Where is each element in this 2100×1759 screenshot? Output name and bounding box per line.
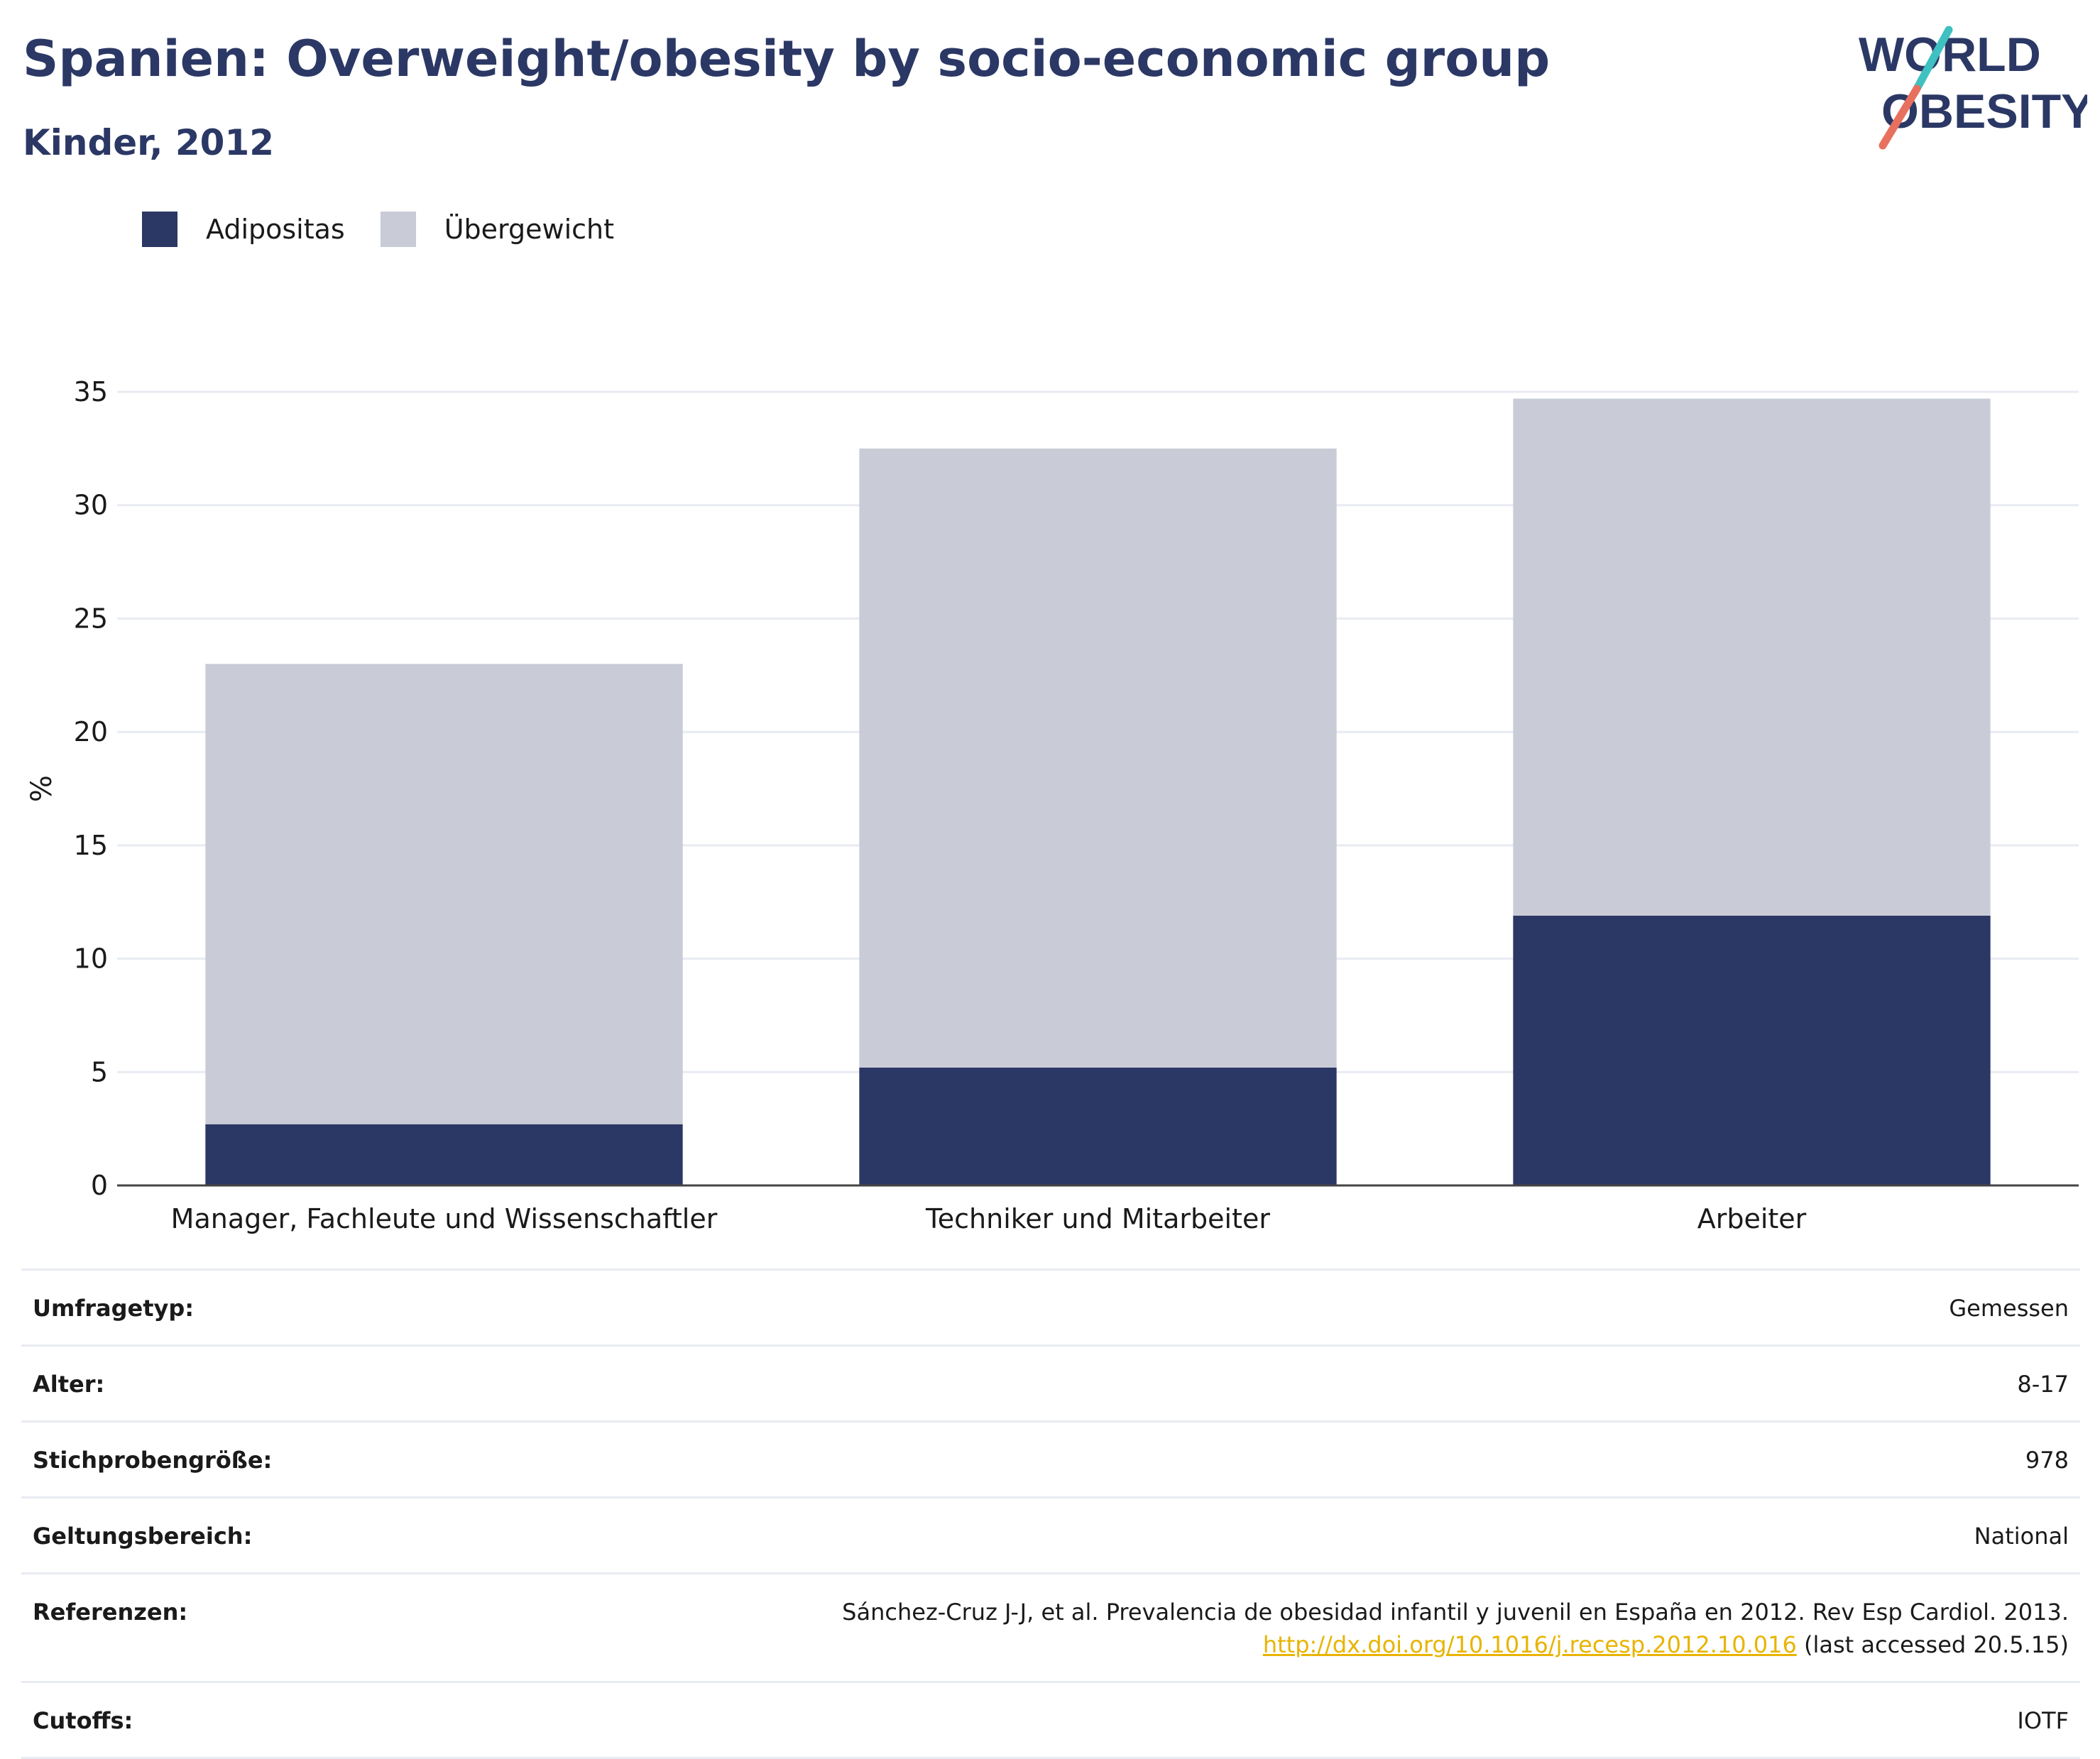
meta-label: Alter:: [33, 1371, 105, 1398]
meta-label: Geltungsbereich:: [33, 1523, 253, 1550]
x-tick-label: Techniker und Mitarbeiter: [925, 1203, 1270, 1234]
y-tick-label: 5: [91, 1056, 108, 1087]
y-axis-title: %: [26, 775, 58, 802]
bar-adipositas[interactable]: [205, 1124, 683, 1185]
meta-value: 8-17: [2017, 1371, 2069, 1398]
y-tick-label: 25: [74, 603, 108, 634]
legend-item-adipositas[interactable]: Adipositas: [142, 212, 345, 247]
legend-label-adipositas: Adipositas: [206, 214, 345, 245]
meta-label: Umfragetyp:: [33, 1295, 195, 1322]
bar-uebergewicht[interactable]: [205, 664, 683, 1124]
x-tick-label: Manager, Fachleute und Wissenschaftler: [171, 1203, 718, 1234]
survey-metadata-table: Umfragetyp: Gemessen Alter: 8-17 Stichpr…: [21, 1268, 2080, 1759]
meta-row-umfragetyp: Umfragetyp: Gemessen: [21, 1268, 2080, 1344]
svg-text:WORLD: WORLD: [1859, 28, 2041, 82]
bar-uebergewicht[interactable]: [1513, 398, 1991, 916]
legend-item-uebergewicht[interactable]: Übergewicht: [380, 212, 614, 247]
meta-value: National: [1974, 1523, 2069, 1550]
axes: 0 5 10 15 20 25 30 35% Manager, Fachleute und Wi…: [26, 376, 2079, 1234]
bar-chart: 0 5 10 15 20 25 30 35% Manager, Fachleute und Wi…: [26, 376, 2079, 1234]
y-tick-label: 20: [74, 716, 108, 747]
bar-adipositas[interactable]: [859, 1067, 1337, 1185]
meta-row-alter: Alter: 8-17: [21, 1344, 2080, 1420]
bar-adipositas[interactable]: [1513, 915, 1991, 1185]
references-citation: Sánchez-Cruz J-J, et al. Prevalencia de …: [842, 1599, 2069, 1626]
page-subtitle: Kinder, 2012: [23, 122, 275, 163]
bar-uebergewicht[interactable]: [859, 448, 1337, 1068]
page-title: Spanien: Overweight/obesity by socio-eco…: [23, 30, 1551, 88]
x-tick-label: Arbeiter: [1697, 1203, 1807, 1234]
references-accessed: (last accessed 20.5.15): [1796, 1631, 2069, 1658]
meta-value: Gemessen: [1949, 1295, 2069, 1322]
meta-row-stichprobengroesse: Stichprobengröße: 978: [21, 1420, 2080, 1496]
y-tick-label: 15: [74, 830, 108, 861]
bars: [205, 398, 1991, 1185]
meta-label: Stichprobengröße:: [33, 1447, 273, 1474]
meta-label: Cutoffs:: [33, 1707, 133, 1734]
meta-row-geltungsbereich: Geltungsbereich: National: [21, 1496, 2080, 1572]
y-tick-label: 10: [74, 943, 108, 975]
meta-row-cutoffs: Cutoffs: IOTF: [21, 1681, 2080, 1759]
legend-swatch-uebergewicht: [380, 212, 416, 247]
meta-label: Referenzen:: [33, 1599, 188, 1626]
y-tick-label: 30: [74, 490, 108, 521]
references-value: Sánchez-Cruz J-J, et al. Prevalencia de …: [842, 1596, 2069, 1661]
meta-row-referenzen: Referenzen: Sánchez-Cruz J-J, et al. Pre…: [21, 1572, 2080, 1681]
chart-legend: Adipositas Übergewicht: [142, 212, 614, 247]
meta-value: IOTF: [2017, 1707, 2069, 1734]
world-obesity-logo: WORLD OBESITY: [1859, 26, 2087, 150]
references-link[interactable]: http://dx.doi.org/10.1016/j.recesp.2012.…: [1262, 1631, 1797, 1658]
meta-value: 978: [2025, 1447, 2069, 1474]
y-tick-label: 35: [74, 376, 108, 407]
legend-label-uebergewicht: Übergewicht: [444, 214, 614, 245]
legend-swatch-adipositas: [142, 212, 177, 247]
y-tick-label: 0: [91, 1170, 108, 1201]
